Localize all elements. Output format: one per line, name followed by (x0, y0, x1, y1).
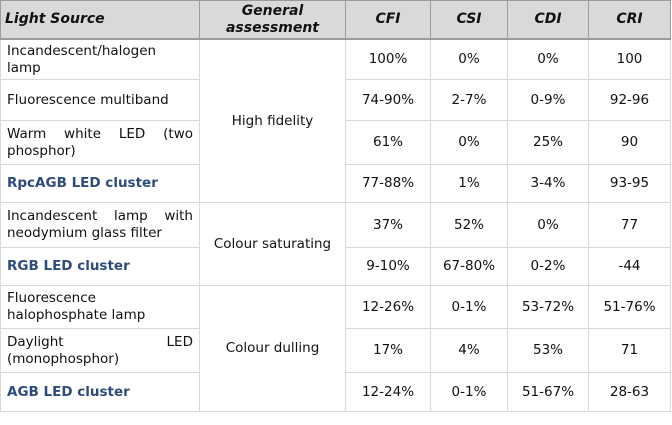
cri-cell: 100 (588, 38, 671, 80)
csi-cell: 52% (430, 202, 508, 248)
cri-cell: 92-96 (588, 79, 671, 121)
csi-cell: 0% (430, 120, 508, 165)
table-row: Incandescent lamp with neodymium glass f… (0, 202, 671, 286)
cri-cell: 93-95 (588, 164, 671, 203)
cdi-cell: 0% (507, 202, 589, 248)
table-row: Daylight LED (monophosphor) 17% 4% 53% 7… (0, 328, 671, 373)
cfi-cell: 12-24% (345, 372, 431, 412)
cfi-cell: 77-88% (345, 164, 431, 203)
cdi-cell: 0-2% (507, 247, 589, 286)
light-source-cell: Daylight LED (monophosphor) (0, 328, 200, 373)
light-source-cell: RpcAGB LED cluster (0, 164, 200, 203)
header-csi: CSI (430, 0, 508, 40)
cfi-cell: 61% (345, 120, 431, 165)
csi-cell: 0% (430, 38, 508, 80)
cri-cell: 77 (588, 202, 671, 248)
light-source-cell: AGB LED cluster (0, 372, 200, 412)
header-light-source: Light Source (0, 0, 200, 40)
light-source-cell: RGB LED cluster (0, 247, 200, 286)
cfi-cell: 12-26% (345, 285, 431, 329)
cfi-cell: 74-90% (345, 79, 431, 121)
cri-cell: 71 (588, 328, 671, 373)
cdi-cell: 53% (507, 328, 589, 373)
csi-cell: 0-1% (430, 285, 508, 329)
cri-cell: 28-63 (588, 372, 671, 412)
cdi-cell: 53-72% (507, 285, 589, 329)
csi-cell: 4% (430, 328, 508, 373)
light-source-comparison-table: Light Source General assessment CFI CSI … (0, 0, 671, 412)
assessment-cell: High fidelity (199, 38, 346, 203)
cdi-cell: 3-4% (507, 164, 589, 203)
csi-cell: 67-80% (430, 247, 508, 286)
header-cri: CRI (588, 0, 671, 40)
table-body: Incandescent/halogen lamp High fidelity … (0, 38, 671, 412)
table-header: Light Source General assessment CFI CSI … (0, 0, 671, 40)
light-source-cell: Warm white LED (two phosphor) (0, 120, 200, 165)
table-row: Warm white LED (two phosphor) 61% 0% 25%… (0, 120, 671, 165)
cdi-cell: 0-9% (507, 79, 589, 121)
csi-cell: 0-1% (430, 372, 508, 412)
cri-cell: 51-76% (588, 285, 671, 329)
assessment-cell: Colour saturating (199, 202, 346, 286)
cfi-cell: 37% (345, 202, 431, 248)
header-cdi: CDI (507, 0, 589, 40)
table-row: AGB LED cluster 12-24% 0-1% 51-67% 28-63 (0, 372, 671, 412)
light-source-cell: Incandescent/halogen lamp (0, 38, 200, 80)
table-row: Fluorescence multiband 74-90% 2-7% 0-9% … (0, 79, 671, 121)
cfi-cell: 17% (345, 328, 431, 373)
header-general-assessment: General assessment (199, 0, 346, 40)
table-row: Incandescent/halogen lamp High fidelity … (0, 38, 671, 203)
cdi-cell: 51-67% (507, 372, 589, 412)
header-row: Light Source General assessment CFI CSI … (0, 0, 671, 40)
light-source-cell: Fluorescence halophosphate lamp (0, 285, 200, 329)
light-source-cell: Incandescent lamp with neodymium glass f… (0, 202, 200, 248)
csi-cell: 2-7% (430, 79, 508, 121)
cri-cell: 90 (588, 120, 671, 165)
light-source-cell: Fluorescence multiband (0, 79, 200, 121)
assessment-cell: Colour dulling (199, 285, 346, 412)
table-row: RGB LED cluster 9-10% 67-80% 0-2% -44 (0, 247, 671, 286)
table-row: Fluorescence halophosphate lamp Colour d… (0, 285, 671, 412)
cdi-cell: 0% (507, 38, 589, 80)
header-cfi: CFI (345, 0, 431, 40)
cfi-cell: 9-10% (345, 247, 431, 286)
cdi-cell: 25% (507, 120, 589, 165)
cfi-cell: 100% (345, 38, 431, 80)
cri-cell: -44 (588, 247, 671, 286)
csi-cell: 1% (430, 164, 508, 203)
